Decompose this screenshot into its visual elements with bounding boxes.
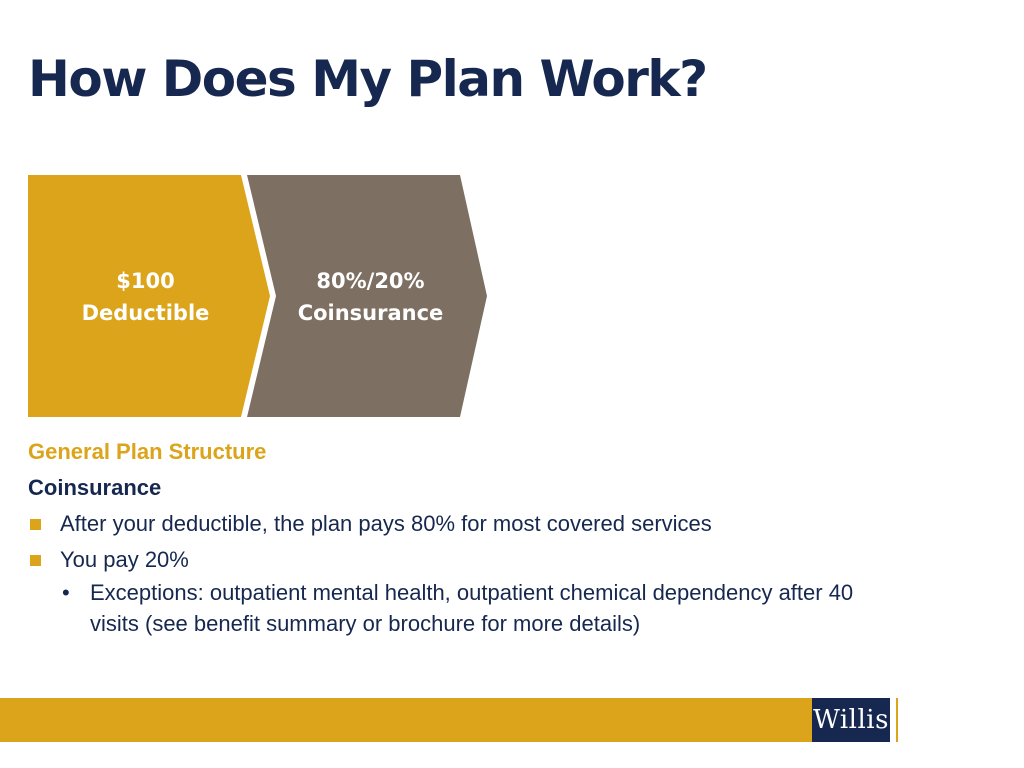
- chevron-shapes: [28, 175, 487, 417]
- coinsurance-ratio: 80%/20%: [316, 269, 425, 293]
- chevron-coinsurance-label: 80%/20% Coinsurance: [278, 265, 463, 329]
- bullet-item: After your deductible, the plan pays 80%…: [28, 509, 928, 539]
- bullet-item: You pay 20%: [28, 545, 928, 575]
- slide-body: General Plan Structure Coinsurance After…: [28, 437, 928, 639]
- process-chevrons: $100 Deductible 80%/20% Coinsurance: [28, 175, 498, 417]
- deductible-amount: $100: [116, 269, 175, 293]
- bullet-text: You pay 20%: [60, 547, 189, 572]
- footer-bar: [0, 698, 898, 742]
- sub-heading: Coinsurance: [28, 475, 162, 500]
- sub-bullet-text: Exceptions: outpatient mental health, ou…: [90, 580, 854, 636]
- deductible-text: Deductible: [81, 301, 210, 325]
- chevron-deductible-label: $100 Deductible: [48, 265, 243, 329]
- square-bullet-icon: [30, 555, 41, 566]
- chevron-deductible-shape: [28, 175, 270, 417]
- slide-title: How Does My Plan Work?: [28, 50, 708, 108]
- section-heading: General Plan Structure: [28, 439, 267, 464]
- dot-bullet-icon: •: [62, 580, 70, 605]
- sub-bullet-item: • Exceptions: outpatient mental health, …: [28, 577, 890, 639]
- square-bullet-icon: [30, 519, 41, 530]
- logo-text: Willis: [813, 705, 889, 735]
- coinsurance-text: Coinsurance: [297, 301, 444, 325]
- bullet-text: After your deductible, the plan pays 80%…: [60, 511, 712, 536]
- chevron-coinsurance-shape: [247, 175, 487, 417]
- willis-logo: Willis: [812, 698, 896, 742]
